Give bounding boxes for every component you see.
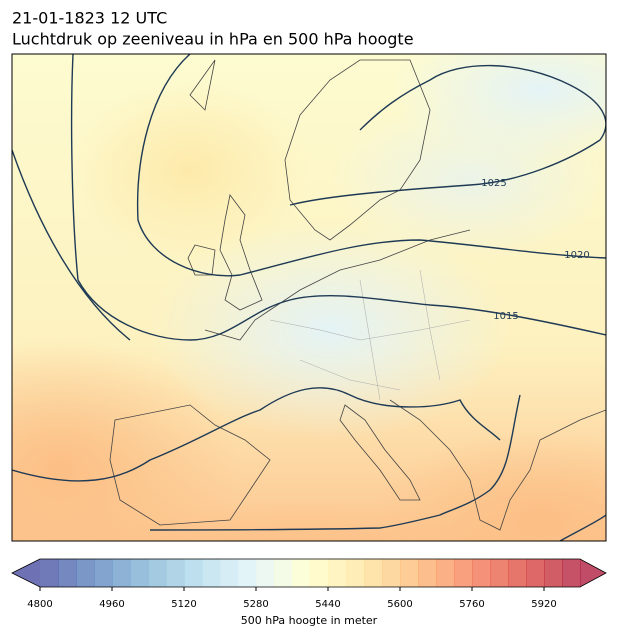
colorbar-segment (400, 559, 419, 587)
colorbar-segment (544, 559, 563, 587)
colorbar-segment (148, 559, 167, 587)
colorbar-segment (382, 559, 401, 587)
subtitle: Luchtdruk op zeeniveau in hPa en 500 hPa… (12, 30, 414, 49)
colorbar-segment (202, 559, 221, 587)
colorbar-segment (328, 559, 347, 587)
colorbar-segment (112, 559, 131, 587)
colorbar-tick-label: 5120 (171, 599, 196, 610)
colorbar-outline (11, 558, 607, 588)
colorbar-segment (292, 559, 311, 587)
map: 1025 1020 1015 (12, 54, 606, 541)
colorbar-segment (562, 559, 581, 587)
colorbar-segment (364, 559, 383, 587)
colorbar-segment (58, 559, 77, 587)
colorbar-tick-label: 4960 (99, 599, 124, 610)
contour-label: 1015 (493, 311, 518, 322)
colorbar-tick-label: 5440 (315, 599, 340, 610)
colorbar-segment (436, 559, 455, 587)
colorbar-segment (526, 559, 545, 587)
colorbar-segment (76, 559, 95, 587)
colorbar-tick-label: 5600 (387, 599, 412, 610)
colorbar-extend-min (12, 559, 40, 587)
colorbar-segment (454, 559, 473, 587)
title: 21-01-1823 12 UTC (12, 9, 167, 28)
colorbar-tick-label: 4800 (27, 599, 52, 610)
colorbar-tick-label: 5760 (459, 599, 484, 610)
colorbar-label: 500 hPa hoogte in meter (241, 614, 378, 627)
colorbar-segment (346, 559, 365, 587)
contour-label: 1025 (481, 178, 506, 189)
contour-label: 1020 (564, 250, 589, 261)
colorbar-segment (310, 559, 329, 587)
colorbar-segment (508, 559, 527, 587)
colorbar-tick-label: 5920 (531, 599, 556, 610)
colorbar-tick-label: 5280 (243, 599, 268, 610)
colorbar-segment (418, 559, 437, 587)
colorbar-segment (220, 559, 239, 587)
colorbar-segment (94, 559, 113, 587)
colorbar: 4800 4960 5120 5280 5440 5600 5760 5920 (11, 558, 607, 610)
colorbar-extend-max (580, 559, 606, 587)
colorbar-segment (256, 559, 275, 587)
colorbar-segment (40, 559, 59, 587)
colorbar-segment (166, 559, 185, 587)
colorbar-segment (274, 559, 293, 587)
colorbar-segment (184, 559, 203, 587)
colorbar-segment (472, 559, 491, 587)
colorbar-segment (130, 559, 149, 587)
colorbar-segment (490, 559, 509, 587)
colorbar-segment (238, 559, 257, 587)
map-frame (11, 53, 607, 542)
